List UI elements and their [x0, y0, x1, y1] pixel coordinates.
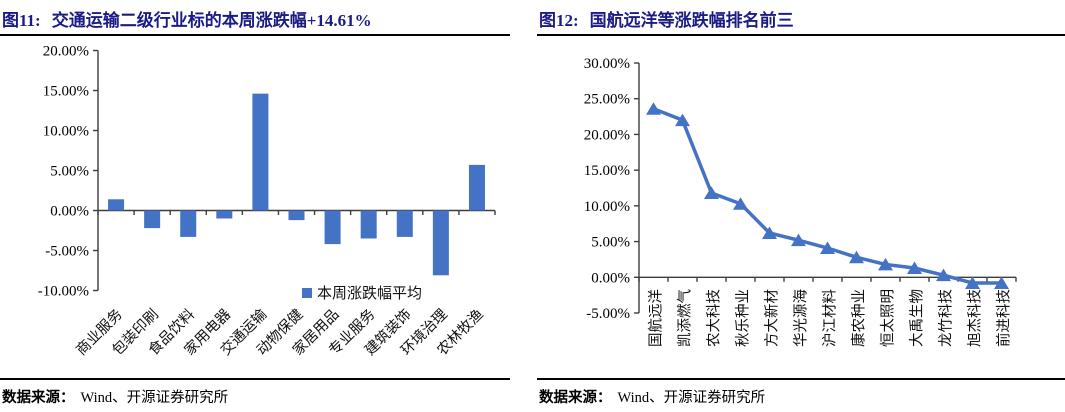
bar [468, 164, 485, 211]
y-tick-label: 15.00% [584, 163, 630, 179]
weekly-change-bar-chart: 20.00% 15.00% 10.00% 5.00% 0.00% -5.00% -10.00… [38, 44, 496, 359]
bar [144, 210, 161, 229]
x-category-label: 沪江材料 [822, 289, 839, 347]
figure-12-title: 图12: 国航远洋等涨跌幅排名前三 [537, 0, 1065, 36]
figure-11-panel: 图11: 交通运输二级行业标的本周涨跌幅+14.61% 20.00% 15.00% 1… [0, 0, 510, 412]
y-tick-label: 20.00% [584, 127, 630, 143]
bar [324, 210, 341, 245]
triangle-marker [994, 276, 1009, 289]
x-category-label: 康农种业 [851, 289, 868, 347]
y-tick-label: 10.00% [43, 124, 89, 140]
source-text: Wind、开源证券研究所 [617, 390, 766, 406]
x-category-label: 前进科技 [996, 289, 1013, 347]
triangle-marker [907, 261, 922, 274]
bar [252, 93, 269, 211]
bar [108, 199, 125, 211]
triangle-marker [878, 257, 893, 271]
y-tick-label: 15.00% [43, 84, 89, 100]
figure-11-number: 图11: [2, 11, 41, 30]
source-label: 数据来源： [2, 390, 75, 406]
y-tick-label: 5.00% [50, 164, 89, 180]
y-tick-label: 5.00% [591, 235, 630, 251]
figure-12-number: 图12: [539, 11, 579, 30]
x-category-label: 方大新材 [764, 289, 781, 347]
figure-12-caption: 国航远洋等涨跌幅排名前三 [589, 11, 794, 30]
y-tick-label: 0.00% [50, 204, 89, 220]
x-category-label: 农大科技 [706, 289, 723, 347]
triangle-marker [791, 233, 806, 247]
figure-11-source: 数据来源： Wind、开源证券研究所 [0, 378, 510, 412]
triangle-marker [849, 250, 864, 264]
triangle-marker [762, 226, 777, 239]
bar [180, 210, 197, 237]
y-tick-label: -10.00% [38, 284, 89, 300]
triangle-marker [646, 102, 661, 115]
y-tick-label: 30.00% [584, 56, 630, 72]
y-tick-label: 25.00% [584, 92, 630, 108]
x-category-label: 秋乐种业 [735, 289, 752, 347]
bar [216, 210, 233, 219]
source-label: 数据来源： [539, 390, 612, 406]
x-category-label: 国航远洋 [648, 289, 665, 347]
triangle-marker [936, 268, 951, 282]
x-category-label: 恒太照明 [880, 289, 897, 347]
y-tick-label: -5.00% [586, 306, 630, 322]
triangle-marker [675, 113, 690, 127]
source-text: Wind、开源证券研究所 [80, 390, 229, 406]
y-tick-label: -5.00% [45, 244, 89, 260]
series-line [652, 107, 1002, 285]
y-tick-label: 10.00% [584, 199, 630, 215]
figure-11-title: 图11: 交通运输二级行业标的本周涨跌幅+14.61% [0, 0, 510, 36]
triangle-marker [965, 276, 980, 289]
top-gainers-line-chart: 30.00% 25.00% 20.00% 15.00% 10.00% 5.00% 0.00%… [584, 56, 1017, 347]
x-category-label: 凯添燃气 [676, 289, 694, 347]
bar [432, 210, 449, 276]
bar [360, 210, 377, 239]
bar [396, 210, 413, 237]
triangle-marker [704, 186, 719, 199]
bar [288, 210, 305, 221]
x-category-label: 大禹生物 [909, 289, 926, 347]
x-category-label: 旭杰科技 [967, 289, 984, 347]
x-category-label: 龙竹科技 [938, 289, 955, 347]
legend-label: 本周涨跌幅平均 [317, 285, 422, 302]
y-tick-label: 20.00% [43, 44, 89, 60]
triangle-marker [733, 197, 748, 210]
figure-12-source: 数据来源： Wind、开源证券研究所 [537, 378, 1065, 412]
y-tick-label: 0.00% [591, 270, 630, 286]
figure-12-panel: 图12: 国航远洋等涨跌幅排名前三 30.00% 25.00% 20.00% 15.00… [537, 0, 1065, 412]
figure-11-caption: 交通运输二级行业标的本周涨跌幅+14.61% [51, 11, 372, 30]
x-category-label: 华光源海 [793, 289, 810, 347]
legend-swatch [302, 288, 312, 298]
triangle-marker [820, 241, 835, 254]
